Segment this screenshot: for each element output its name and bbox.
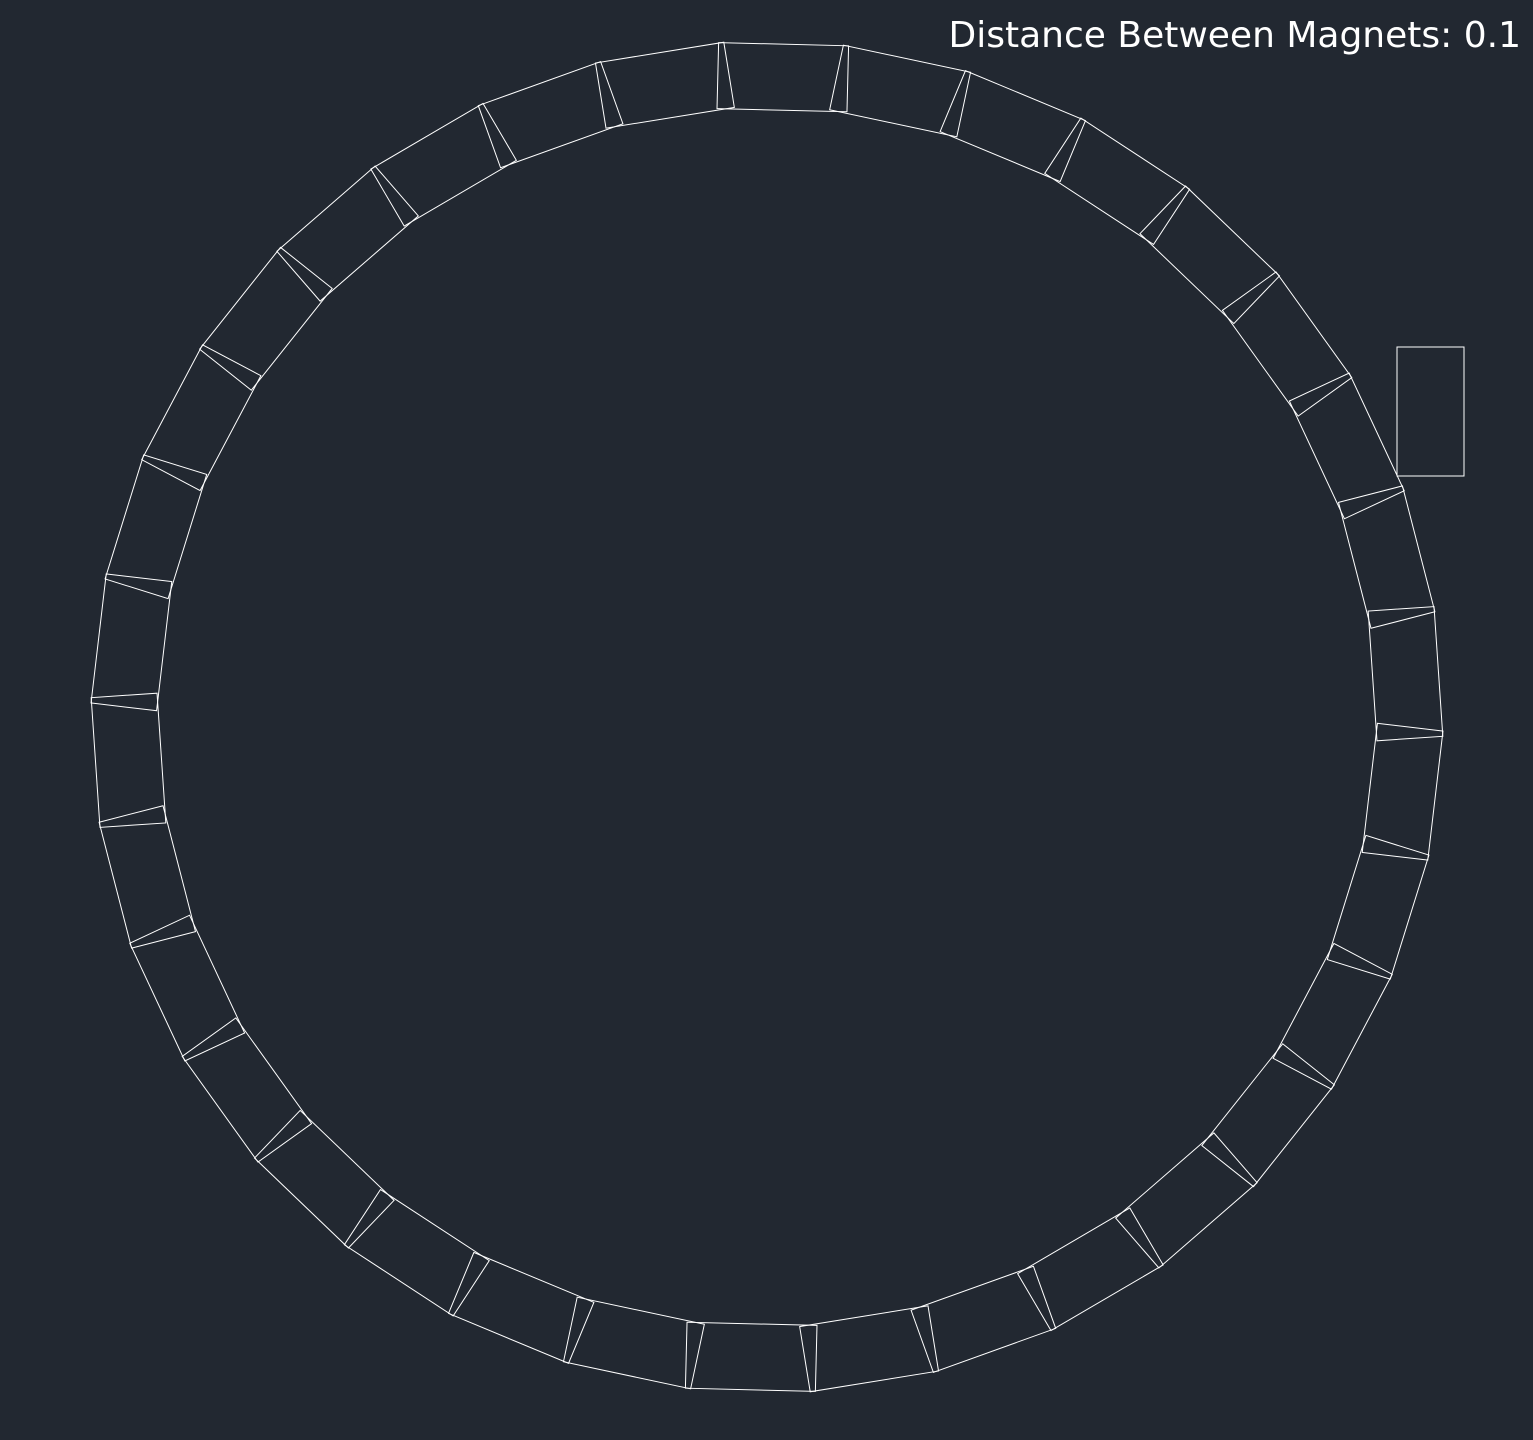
magnet-28 xyxy=(141,344,262,492)
magnet-32 xyxy=(477,61,624,169)
magnet-7 xyxy=(1337,485,1436,629)
magnet-12 xyxy=(1201,1043,1336,1188)
magnet-23 xyxy=(129,914,246,1062)
magnet-14 xyxy=(1016,1207,1164,1332)
free-magnet[interactable] xyxy=(1396,346,1465,477)
magnet-15 xyxy=(910,1265,1057,1373)
magnet-6 xyxy=(1288,372,1405,520)
magnet-1 xyxy=(829,44,972,138)
magnet-16 xyxy=(799,1305,940,1393)
magnet-11 xyxy=(1272,942,1393,1090)
magnet-18 xyxy=(562,1296,705,1390)
magnet-2 xyxy=(939,70,1087,183)
magnet-8 xyxy=(1367,606,1444,742)
magnet-26 xyxy=(90,573,173,712)
magnet-21 xyxy=(253,1109,395,1249)
magnet-33 xyxy=(594,41,735,129)
distance-label: Distance Between Magnets: xyxy=(948,15,1453,56)
distance-value: 0.1 xyxy=(1463,15,1521,56)
magnet-5 xyxy=(1221,271,1353,417)
magnet-30 xyxy=(276,165,420,302)
magnet-25 xyxy=(90,692,167,828)
magnet-4 xyxy=(1139,185,1281,325)
magnet-13 xyxy=(1114,1132,1258,1269)
magnet-19 xyxy=(447,1251,595,1364)
magnet-24 xyxy=(98,805,197,949)
magnet-31 xyxy=(370,102,518,227)
magnet-17 xyxy=(684,1321,818,1392)
distance-readout: Distance Between Magnets: 0.1 xyxy=(949,12,1521,60)
magnet-3 xyxy=(1044,117,1191,246)
magnet-20 xyxy=(343,1188,490,1317)
magnet-29 xyxy=(198,246,333,391)
magnet-9 xyxy=(1361,722,1444,861)
magnet-34 xyxy=(716,42,850,113)
magnet-22 xyxy=(181,1017,313,1163)
magnet-10 xyxy=(1326,834,1430,980)
magnet-27 xyxy=(104,454,208,600)
